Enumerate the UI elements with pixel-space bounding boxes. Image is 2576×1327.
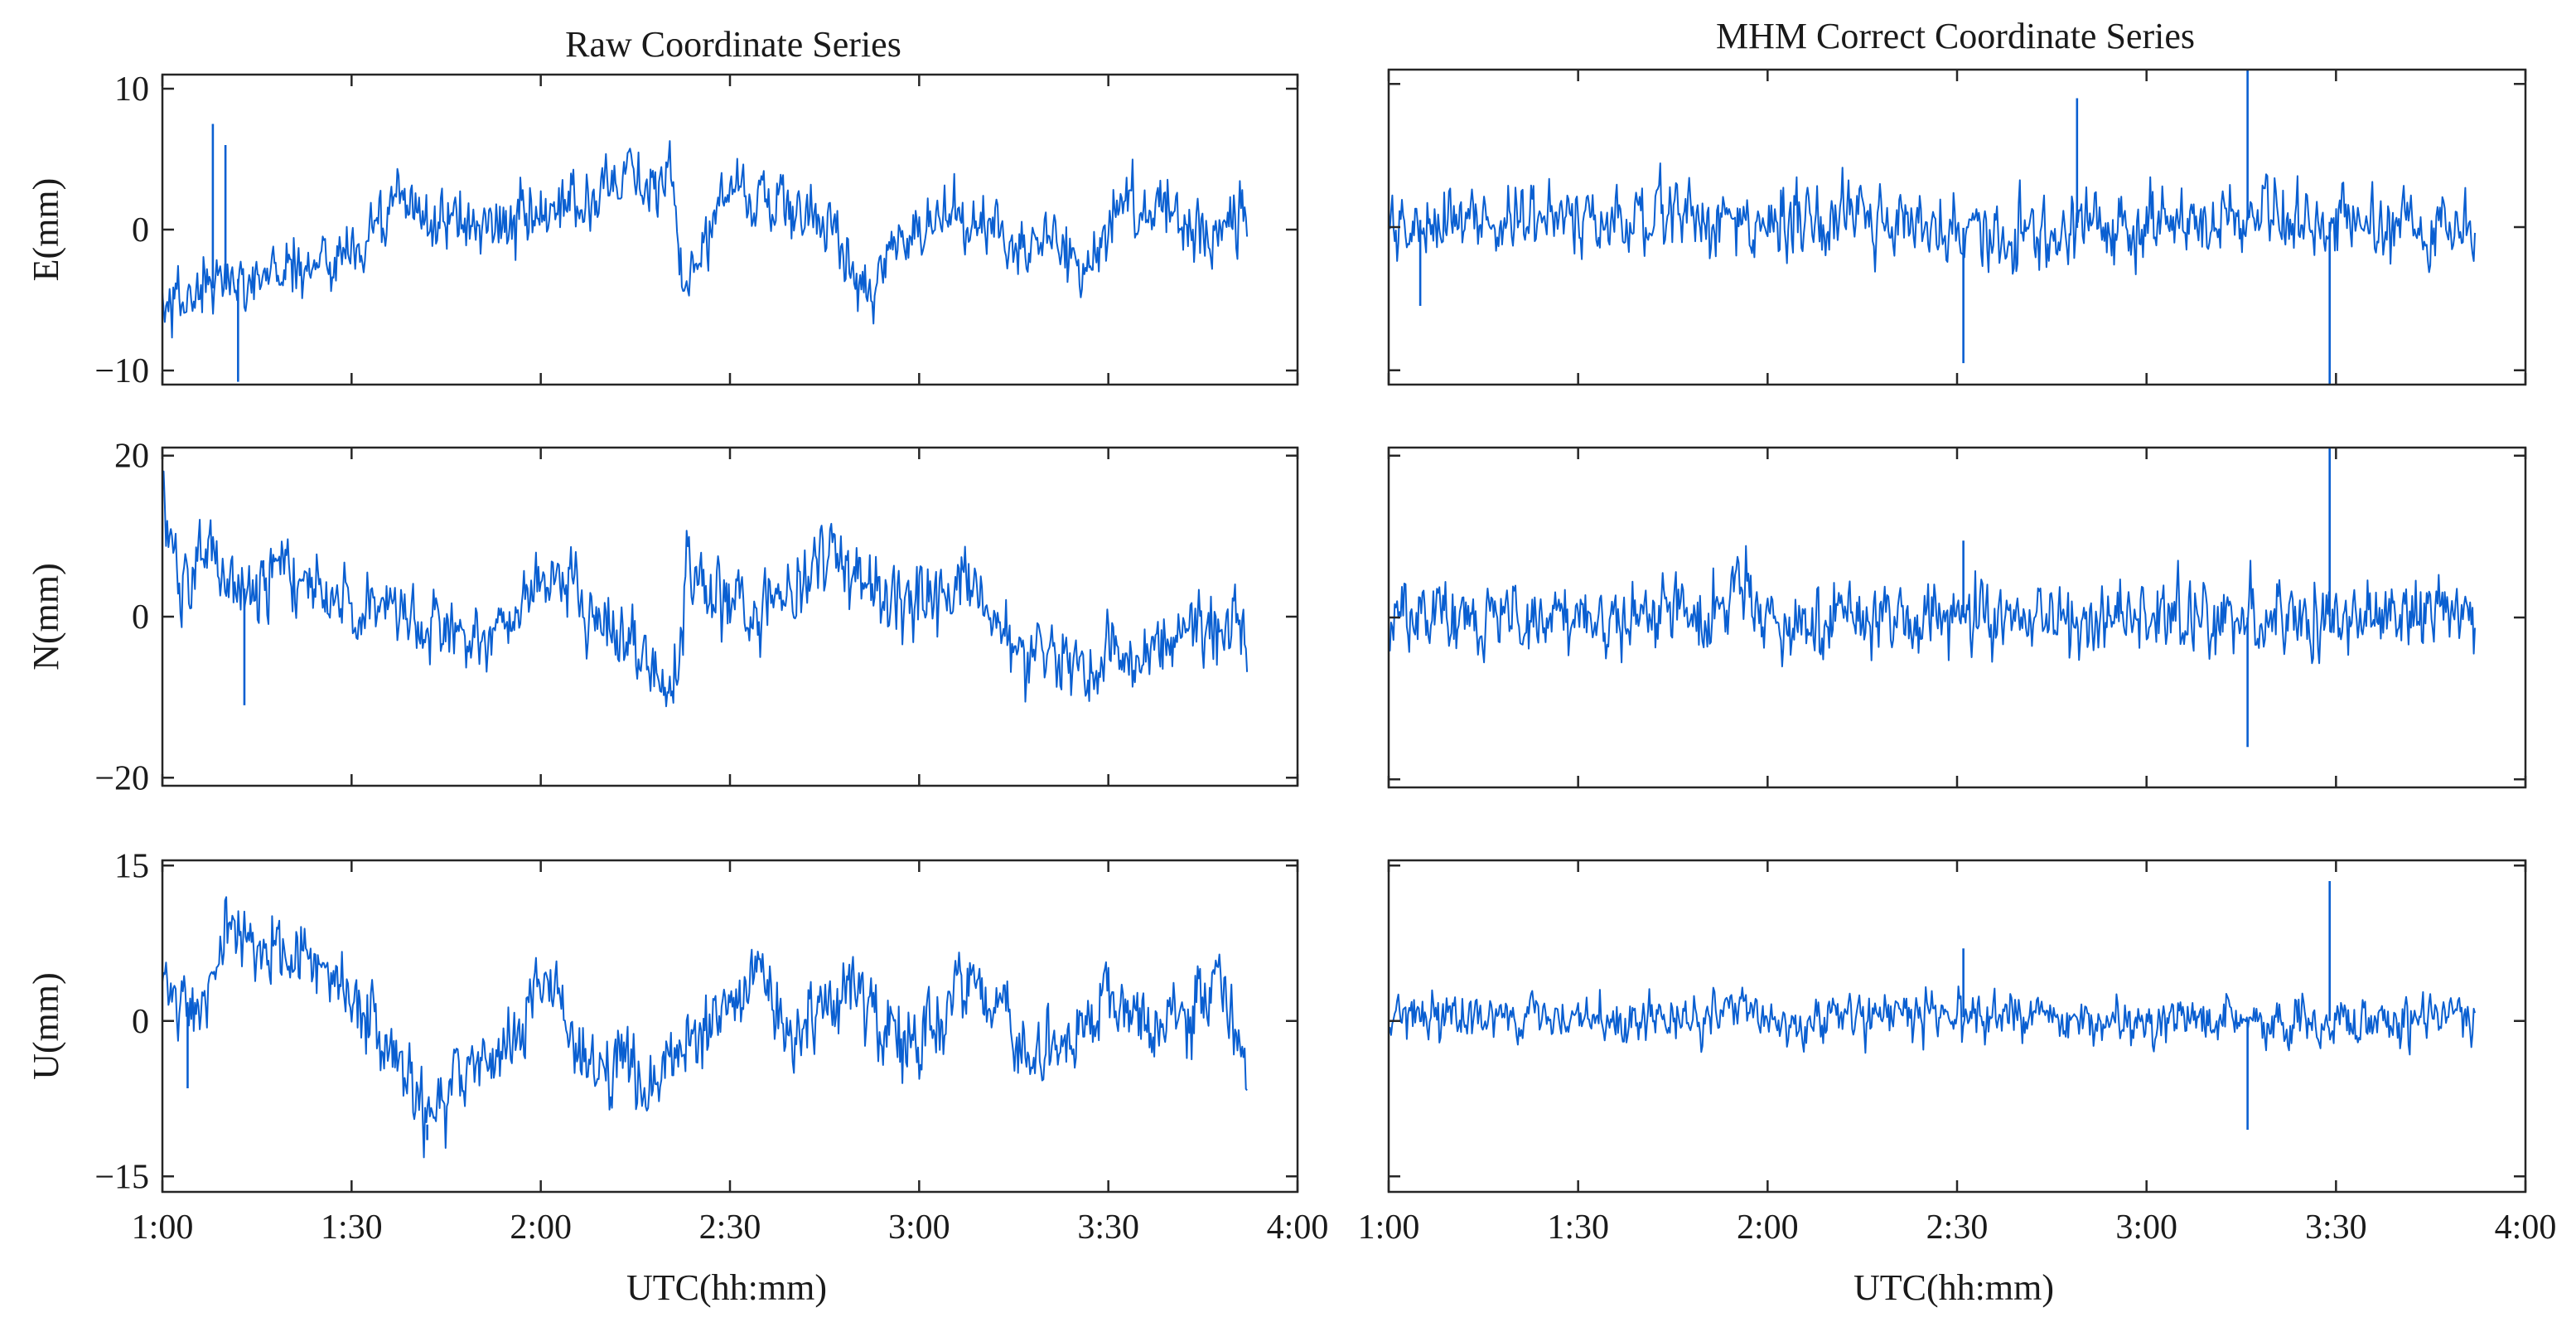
- xtick-label-raw_U-6: 4:00: [1267, 1208, 1329, 1247]
- series-line-mhm_N: [1389, 545, 2476, 668]
- ytick-label-raw_N-1: 0: [132, 598, 149, 637]
- panel-mhm_U: 1:00 1:30 2:00 2:30 3:00 3:30 4:00 UTC(hh:mm): [1358, 859, 2557, 1308]
- right-column-title: MHM Correct Coordinate Series: [1716, 16, 2195, 56]
- xtick-label-mhm_U-2: 2:00: [1737, 1208, 1799, 1247]
- xtick-label-raw_U-5: 3:30: [1077, 1208, 1139, 1247]
- ytick-label-raw_N-0: −20: [94, 759, 149, 797]
- xtick-label-raw_U-4: 3:00: [888, 1208, 950, 1247]
- series-line-raw_U: [162, 896, 1248, 1159]
- panel-raw_E: −10 0 10 E(mm): [26, 70, 1299, 390]
- ylabel-raw_N: N(mm): [26, 563, 66, 671]
- left-column-title: Raw Coordinate Series: [565, 24, 901, 65]
- ytick-label-raw_E-1: 0: [132, 211, 149, 249]
- xtick-label-mhm_U-5: 3:30: [2305, 1208, 2367, 1247]
- xtick-label-raw_U-2: 2:00: [510, 1208, 572, 1247]
- panel-mhm_N: [1387, 446, 2527, 789]
- ylabel-raw_U: U(mm): [26, 972, 66, 1080]
- panel-raw_U: −15 0 15 1:00 1:30 2:00 2:30 3:00 3:30 4:00 U(mm) U…: [26, 847, 1328, 1308]
- ytick-label-raw_E-2: 10: [114, 70, 149, 109]
- ytick-label-raw_N-2: 20: [114, 438, 149, 476]
- xtick-label-mhm_U-4: 3:00: [2115, 1208, 2177, 1247]
- xtick-label-raw_U-0: 1:00: [132, 1208, 194, 1247]
- ytick-label-raw_U-2: 15: [114, 847, 149, 885]
- ylabel-raw_E: E(mm): [26, 178, 66, 282]
- xtick-label-raw_U-3: 2:30: [699, 1208, 761, 1247]
- xtick-label-mhm_U-0: 1:00: [1358, 1208, 1420, 1247]
- panel-mhm_E: [1387, 68, 2527, 386]
- series-line-raw_N: [162, 470, 1249, 708]
- xtick-label-mhm_U-6: 4:00: [2495, 1208, 2557, 1247]
- ytick-label-raw_E-0: −10: [94, 352, 149, 390]
- axes-frame-raw_U: [161, 859, 1299, 1194]
- series-line-mhm_E: [1389, 162, 2476, 275]
- ytick-label-raw_U-0: −15: [94, 1158, 149, 1196]
- xtick-label-raw_U-1: 1:30: [321, 1208, 383, 1247]
- xlabel-mhm_U: UTC(hh:mm): [1853, 1267, 2054, 1308]
- ytick-label-raw_U-1: 0: [132, 1003, 149, 1041]
- series-line-raw_E: [162, 140, 1249, 339]
- axes-frame-mhm_N: [1387, 446, 2527, 789]
- xlabel-raw_U: UTC(hh:mm): [626, 1267, 827, 1308]
- xtick-label-mhm_U-3: 2:30: [1926, 1208, 1989, 1247]
- series-line-mhm_U: [1389, 986, 2476, 1056]
- panels: −10 0 10 E(mm) −20 0 20 N(mm) −15 0 15 1:00 1:30 2:00…: [26, 68, 2557, 1308]
- panel-raw_N: −20 0 20 N(mm): [26, 438, 1299, 797]
- xtick-label-mhm_U-1: 1:30: [1547, 1208, 1609, 1247]
- axes-frame-raw_E: [161, 73, 1299, 386]
